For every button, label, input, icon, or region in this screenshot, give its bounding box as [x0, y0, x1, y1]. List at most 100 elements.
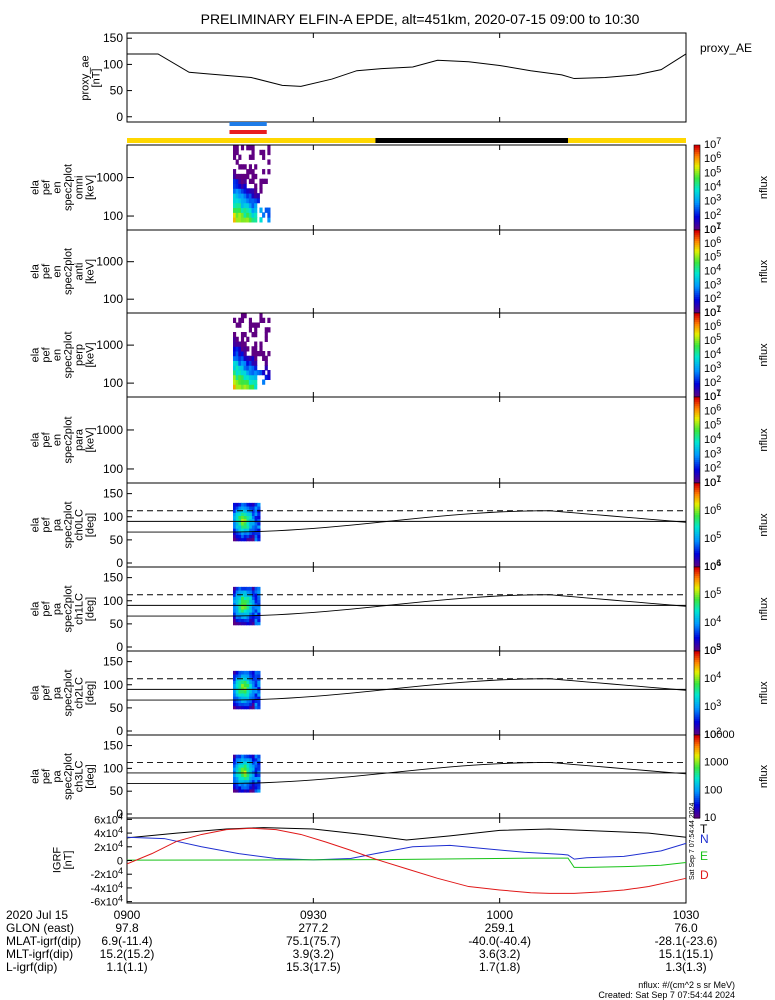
pa-spectrogram-cell — [233, 512, 237, 517]
pa-spectrogram-cell — [257, 512, 261, 517]
colorbar-tick-label: 105 — [704, 164, 721, 179]
spectrogram-cell — [267, 327, 271, 333]
spectrogram-cell — [235, 197, 239, 204]
pa-spectrogram-cell — [257, 776, 261, 781]
pa-spectrogram-cell — [251, 596, 256, 601]
pa-spectrogram-cell — [251, 515, 256, 520]
pa-spectrogram-cell — [249, 674, 253, 678]
side-stamp: Sat Sep 7 07:54:44 2024 — [689, 802, 696, 880]
spectrogram-cell — [248, 374, 252, 380]
colorbar-cell — [694, 259, 700, 262]
colorbar-cell — [694, 151, 700, 155]
colorbar-cell — [694, 522, 700, 526]
pa-spectrogram-cell — [246, 615, 250, 619]
y-tick-label: 1000 — [96, 423, 123, 437]
pa-spectrogram-cell — [238, 680, 242, 685]
colorbar-cell — [694, 359, 700, 362]
colorbar-cell — [694, 483, 700, 486]
colorbar-tick-label: 104 — [704, 670, 721, 685]
pa-spectrogram-cell — [257, 773, 261, 778]
pa-spectrogram-cell — [238, 699, 242, 703]
colorbar-cell — [694, 463, 700, 467]
pa-spectrogram-cell — [249, 518, 253, 523]
pa-spectrogram-cell — [235, 699, 239, 703]
pa-spectrogram-cell — [235, 686, 239, 691]
spectrogram-cell — [243, 379, 247, 385]
colorbar-cell — [694, 625, 700, 629]
pa-spectrogram-cell — [235, 689, 239, 694]
xaxis-row-value: -28.1(-23.6) — [655, 934, 718, 948]
colorbar-cell — [694, 198, 700, 201]
pa-spectrogram-cell — [238, 502, 242, 507]
colorbar-cell — [694, 606, 700, 610]
pa-spectrogram-cell — [249, 754, 253, 759]
spectrogram-cell — [246, 379, 250, 385]
colorbar-cell — [694, 556, 700, 560]
colorbar-cell — [694, 329, 700, 333]
spectrogram-cell — [246, 145, 250, 151]
pa-spectrogram-cell — [238, 776, 242, 781]
colorbar-tick-label: 101 — [704, 474, 721, 489]
pa-spectrogram-cell — [249, 699, 253, 703]
colorbar-cell — [694, 338, 700, 341]
pa-spectrogram-cell — [249, 785, 253, 790]
colorbar-cell — [694, 181, 700, 184]
colorbar-cell — [694, 302, 700, 306]
y-tick-label: 150 — [103, 31, 123, 45]
spectrogram-cell — [240, 370, 245, 376]
pa-spectrogram-cell — [246, 754, 250, 759]
pa-spectrogram-cell — [241, 502, 245, 507]
pa-spectrogram-cell — [243, 615, 247, 619]
pa-spectrogram-cell — [243, 506, 247, 510]
spectrogram-cell — [259, 178, 263, 184]
pa-spectrogram-cell — [251, 512, 256, 517]
colorbar-cell — [694, 613, 700, 616]
colorbar-cell — [694, 583, 700, 587]
colorbar-cell — [694, 323, 700, 327]
colorbar-cell — [694, 722, 700, 726]
spectrogram-cell — [238, 154, 242, 160]
y-tick-label: 100 — [103, 376, 123, 390]
colorbar-label: nflux — [758, 513, 770, 537]
spectrogram-cell — [233, 154, 237, 160]
spectrogram-cell — [251, 384, 255, 390]
colorbar-cell — [694, 279, 700, 283]
spectrogram-cell — [251, 351, 255, 357]
pa-spectrogram-cell — [238, 785, 242, 790]
colorbar-tick-label: 103 — [704, 698, 721, 713]
colorbar-cell — [694, 433, 700, 437]
spectrogram-cell — [233, 193, 237, 199]
pa-spectrogram-cell — [249, 776, 253, 781]
pa-spectrogram-cell — [243, 621, 247, 626]
spectrogram-ylabel: ela pef en spec2plot perp [keV] — [30, 331, 97, 378]
pa-spectrogram-cell — [246, 605, 250, 610]
spectrogram-cell — [243, 207, 247, 213]
xaxis-row-value: 6.9(-11.4) — [101, 934, 152, 948]
pa-spectrogram-cell — [235, 670, 239, 675]
colorbar-cell — [694, 371, 700, 375]
pa-ylabel-line: pef — [41, 768, 53, 784]
spectrogram-cell — [259, 317, 263, 323]
pa-ylabel-line: ch1LC — [74, 593, 86, 625]
pa-spectrogram-cell — [246, 602, 250, 607]
colorbar-cell — [694, 786, 700, 790]
y-tick-label: 100 — [103, 761, 123, 775]
colorbar-cell — [694, 590, 700, 593]
pa-spectrogram-cell — [249, 512, 253, 517]
pa-spectrogram-cell — [243, 531, 247, 535]
pa-spectrogram-cell — [238, 670, 242, 675]
pa-spectrogram-cell — [241, 615, 245, 619]
colorbar-tick-label: 106 — [704, 402, 721, 417]
colorbar-cell — [694, 187, 700, 191]
pa-spectrogram-cell — [251, 757, 256, 762]
pa-spectrogram-cell — [233, 528, 237, 532]
colorbar-cell — [694, 495, 700, 499]
colorbar-cell — [694, 344, 700, 348]
spectrogram-cell — [259, 351, 263, 357]
pa-spectrogram-cell — [235, 586, 239, 591]
spectrogram-ylabel-line: ela — [30, 432, 42, 448]
spectrogram-cell — [254, 164, 258, 170]
pa-spectrogram-cell — [254, 518, 258, 523]
pa-spectrogram-cell — [243, 699, 247, 703]
colorbar-cell — [694, 499, 700, 503]
